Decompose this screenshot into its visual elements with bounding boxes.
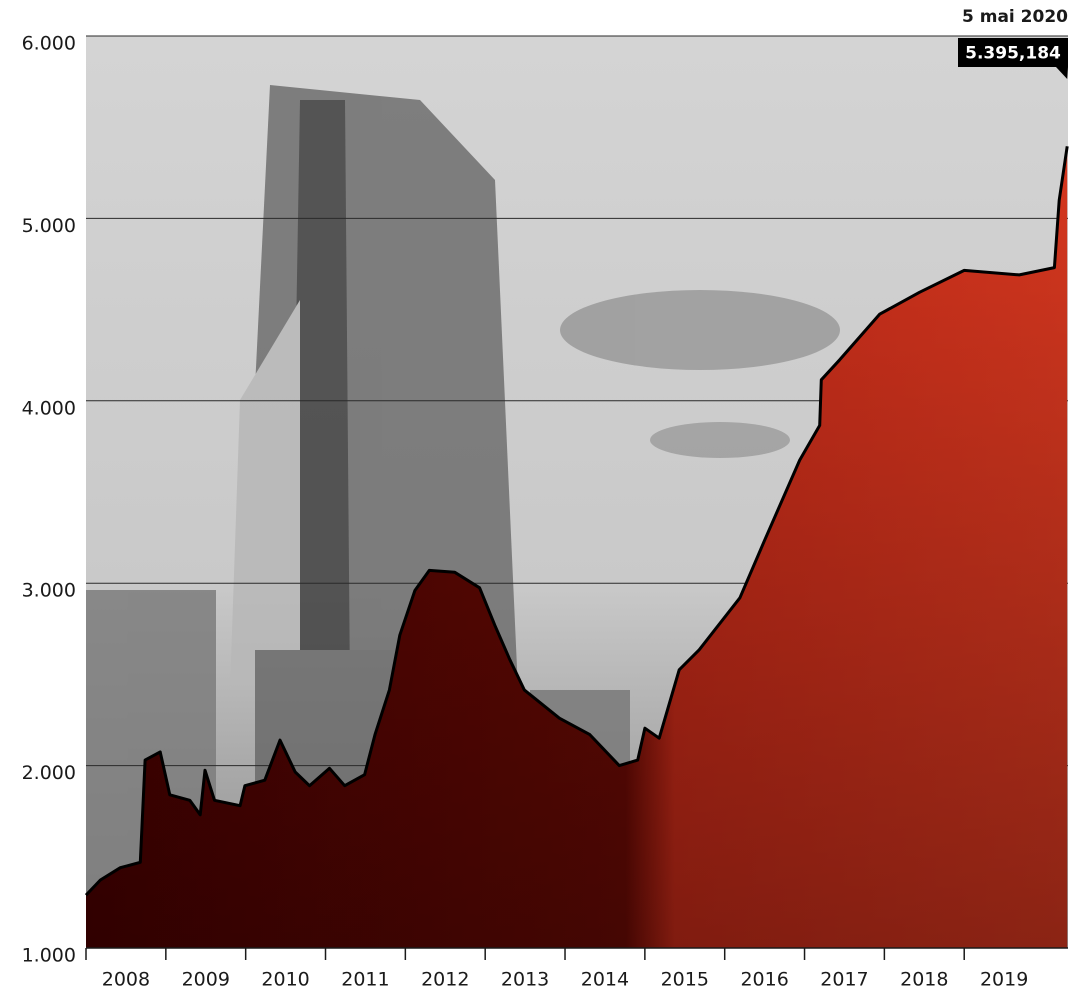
x-tick-label: 2008 <box>102 969 150 991</box>
x-tick-label: 2009 <box>182 969 230 991</box>
y-tick-label: 5.000 <box>22 215 76 237</box>
line <box>84 146 1069 897</box>
y-tick-label: 6.000 <box>22 33 76 55</box>
x-tick-label: 2015 <box>661 969 709 991</box>
x-tick-label: 2016 <box>740 969 788 991</box>
axes: 1.000 2.000 3.000 4.000 5.000 6.000 2008 2009 20… <box>22 33 1068 991</box>
y-tick-label: 1.000 <box>22 945 76 967</box>
x-tick-label: 2012 <box>421 969 469 991</box>
x-tick-label: 2010 <box>261 969 309 991</box>
annotation-box <box>958 38 1068 67</box>
y-tick-label: 3.000 <box>22 580 76 602</box>
annotation-date: 5 mai 2020 <box>962 7 1068 27</box>
x-tick-label: 2011 <box>341 969 389 991</box>
marks <box>84 146 1069 949</box>
annotation-value: 5.395,184 <box>965 44 1061 64</box>
annotation-pointer <box>1056 67 1068 79</box>
x-tick-label: 2013 <box>501 969 549 991</box>
x-tick-label: 2014 <box>581 969 629 991</box>
x-tick-label: 2019 <box>980 969 1028 991</box>
x-tick-label: 2017 <box>820 969 868 991</box>
area-shade <box>86 146 1068 949</box>
y-tick-label: 4.000 <box>22 397 76 419</box>
y-tick-label: 2.000 <box>22 762 76 784</box>
x-tick-label: 2018 <box>900 969 948 991</box>
